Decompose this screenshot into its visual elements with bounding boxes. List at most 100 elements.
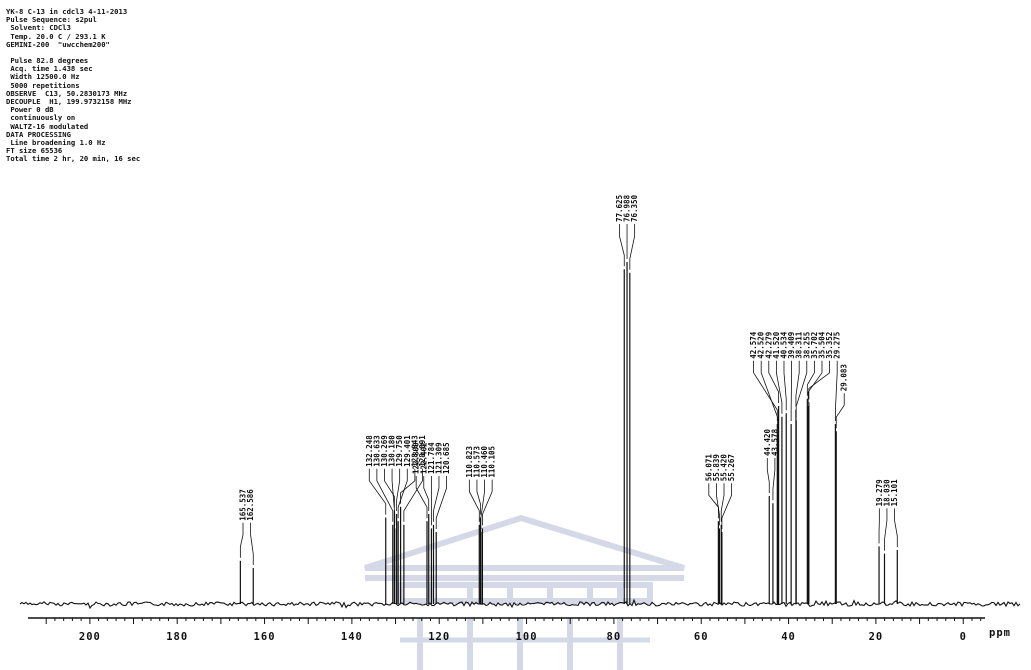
peak-shift-label: 39.409	[787, 331, 796, 359]
axis-tick-label: 180	[166, 631, 188, 643]
peak-shift-label: 110.460	[480, 446, 489, 478]
peak-leader-line	[476, 479, 481, 515]
peak-shift-label: 55.839	[712, 454, 721, 482]
peak-shift-label: 55.267	[727, 454, 736, 481]
peak-shift-label: 121.309	[434, 442, 443, 474]
parameter-line: FT size 65536	[6, 146, 63, 156]
peak-leader-line	[423, 476, 430, 511]
axis-tick-label: 0	[960, 631, 967, 643]
peak-leader-line	[783, 360, 787, 411]
peak-leader-line	[808, 360, 830, 400]
peak-leader-line	[433, 476, 440, 522]
peak-leader-line	[835, 393, 845, 429]
peak-leader-line	[239, 522, 244, 558]
peak-leader-line	[884, 508, 888, 551]
peak-leader-line	[894, 508, 898, 547]
peak-leader-line	[619, 224, 625, 267]
peak-shift-label: 38.311	[795, 331, 804, 359]
parameter-line: DECOUPLE H1, 199.9732158 MHz	[6, 97, 132, 107]
peak-leader-line	[384, 468, 395, 508]
peak-shift-label: 56.071	[704, 454, 713, 482]
axis-tick-label: 40	[781, 631, 796, 643]
parameter-line: Line broadening 1.0 Hz	[6, 138, 106, 148]
axis-tick-label: 100	[516, 631, 538, 643]
peak-shift-label: 76.350	[630, 194, 639, 222]
parameter-line: Acq. time 1.438 sec	[6, 64, 93, 74]
peak-leader-line	[772, 458, 776, 501]
parameter-line: Solvent: CDCl3	[6, 23, 71, 33]
peak-shift-label: 38.255	[802, 332, 811, 359]
peak-leader-line	[768, 360, 780, 403]
parameter-line: 5000 repetitions	[6, 80, 80, 90]
peak-shift-label: 42.574	[749, 331, 758, 359]
peak-shift-label: 122.800	[412, 442, 421, 474]
peak-shift-label: 120.685	[442, 442, 451, 474]
peak-leader-line	[708, 483, 719, 519]
peak-shift-label: 44.420	[763, 428, 772, 456]
peak-leader-line	[396, 468, 401, 511]
peak-shift-label: 42.279	[764, 331, 773, 359]
parameter-line: Pulse 82.8 degrees	[6, 56, 89, 66]
axis-tick-label: 140	[341, 631, 363, 643]
peak-leader-line	[435, 476, 447, 529]
watermark-building-icon	[364, 514, 685, 670]
peak-shift-label: 43.578	[770, 428, 779, 456]
peak-shift-label: 130.633	[372, 435, 381, 467]
peak-shift-label: 35.352	[825, 332, 834, 359]
peak-shift-label: 18.030	[882, 479, 891, 507]
parameter-line: Width 12500.0 Hz	[6, 72, 80, 82]
parameter-line: continuously on	[6, 113, 76, 123]
peak-leader-line	[795, 360, 800, 407]
peak-leader-line	[368, 468, 387, 515]
peak-shift-label: 129.750	[395, 435, 404, 467]
peak-leader-line	[250, 522, 254, 565]
peak-leader-line	[775, 360, 783, 414]
peak-shift-label: 132.248	[365, 435, 374, 467]
peak-shift-label: 29.083	[840, 364, 849, 392]
peak-leader-line	[720, 483, 725, 522]
parameter-line: YK-8 C-13 in cdcl3 4-11-2013	[6, 7, 128, 16]
parameter-line: OBSERVE C13, 50.2830173 MHz	[6, 88, 128, 98]
peak-leader-line	[397, 468, 408, 519]
peak-shift-label: 29.275	[833, 332, 842, 359]
parameter-line: GEMINI-200 "uwcchem200"	[6, 39, 110, 49]
peak-shift-label: 41.520	[772, 331, 781, 359]
peak-shift-label: 162.586	[246, 489, 255, 521]
peak-leader-line	[482, 479, 493, 526]
axis-tick-label: 20	[869, 631, 884, 643]
peak-shift-label: 55.420	[720, 454, 729, 482]
peak-shift-label: 121.784	[427, 442, 436, 474]
axis-tick-label: 60	[694, 631, 709, 643]
spectrum-baseline	[19, 598, 1021, 610]
peak-leader-line	[716, 483, 720, 526]
peak-shift-label: 110.105	[488, 446, 497, 478]
peak-leader-line	[834, 360, 838, 421]
axis-unit-label: ppm	[989, 627, 1011, 639]
peak-shift-label: 35.504	[817, 331, 826, 359]
peak-shift-label: 19.279	[875, 479, 884, 507]
peak-leader-line	[760, 360, 778, 429]
peak-leader-line	[415, 476, 428, 519]
peak-shift-label: 130.269	[380, 435, 389, 467]
peak-leader-line	[468, 479, 480, 522]
peak-shift-label: 110.823	[465, 446, 474, 478]
parameter-line: Power 0 dB	[6, 105, 54, 115]
peak-leader-line	[376, 468, 394, 522]
axis-tick-label: 200	[79, 631, 101, 643]
axis-tick-label: 80	[607, 631, 622, 643]
parameter-line: Pulse Sequence: s2pul	[6, 15, 97, 25]
parameter-line: DATA PROCESSING	[6, 129, 71, 139]
peak-leader-line	[795, 360, 808, 418]
peak-shift-label: 15.101	[890, 479, 899, 507]
peak-leader-line	[807, 360, 823, 403]
peak-shift-label: 35.702	[810, 332, 819, 359]
parameter-line: Total time 2 hr, 20 min, 16 sec	[6, 154, 141, 164]
parameter-line: WALTZ-16 modulated	[6, 121, 89, 131]
peak-shift-label: 40.534	[779, 331, 788, 359]
peak-leader-line	[629, 224, 636, 270]
peak-leader-line	[753, 360, 778, 421]
peak-leader-line	[400, 468, 416, 504]
peak-shift-label: 42.520	[757, 331, 766, 359]
peak-leader-line	[766, 458, 770, 493]
